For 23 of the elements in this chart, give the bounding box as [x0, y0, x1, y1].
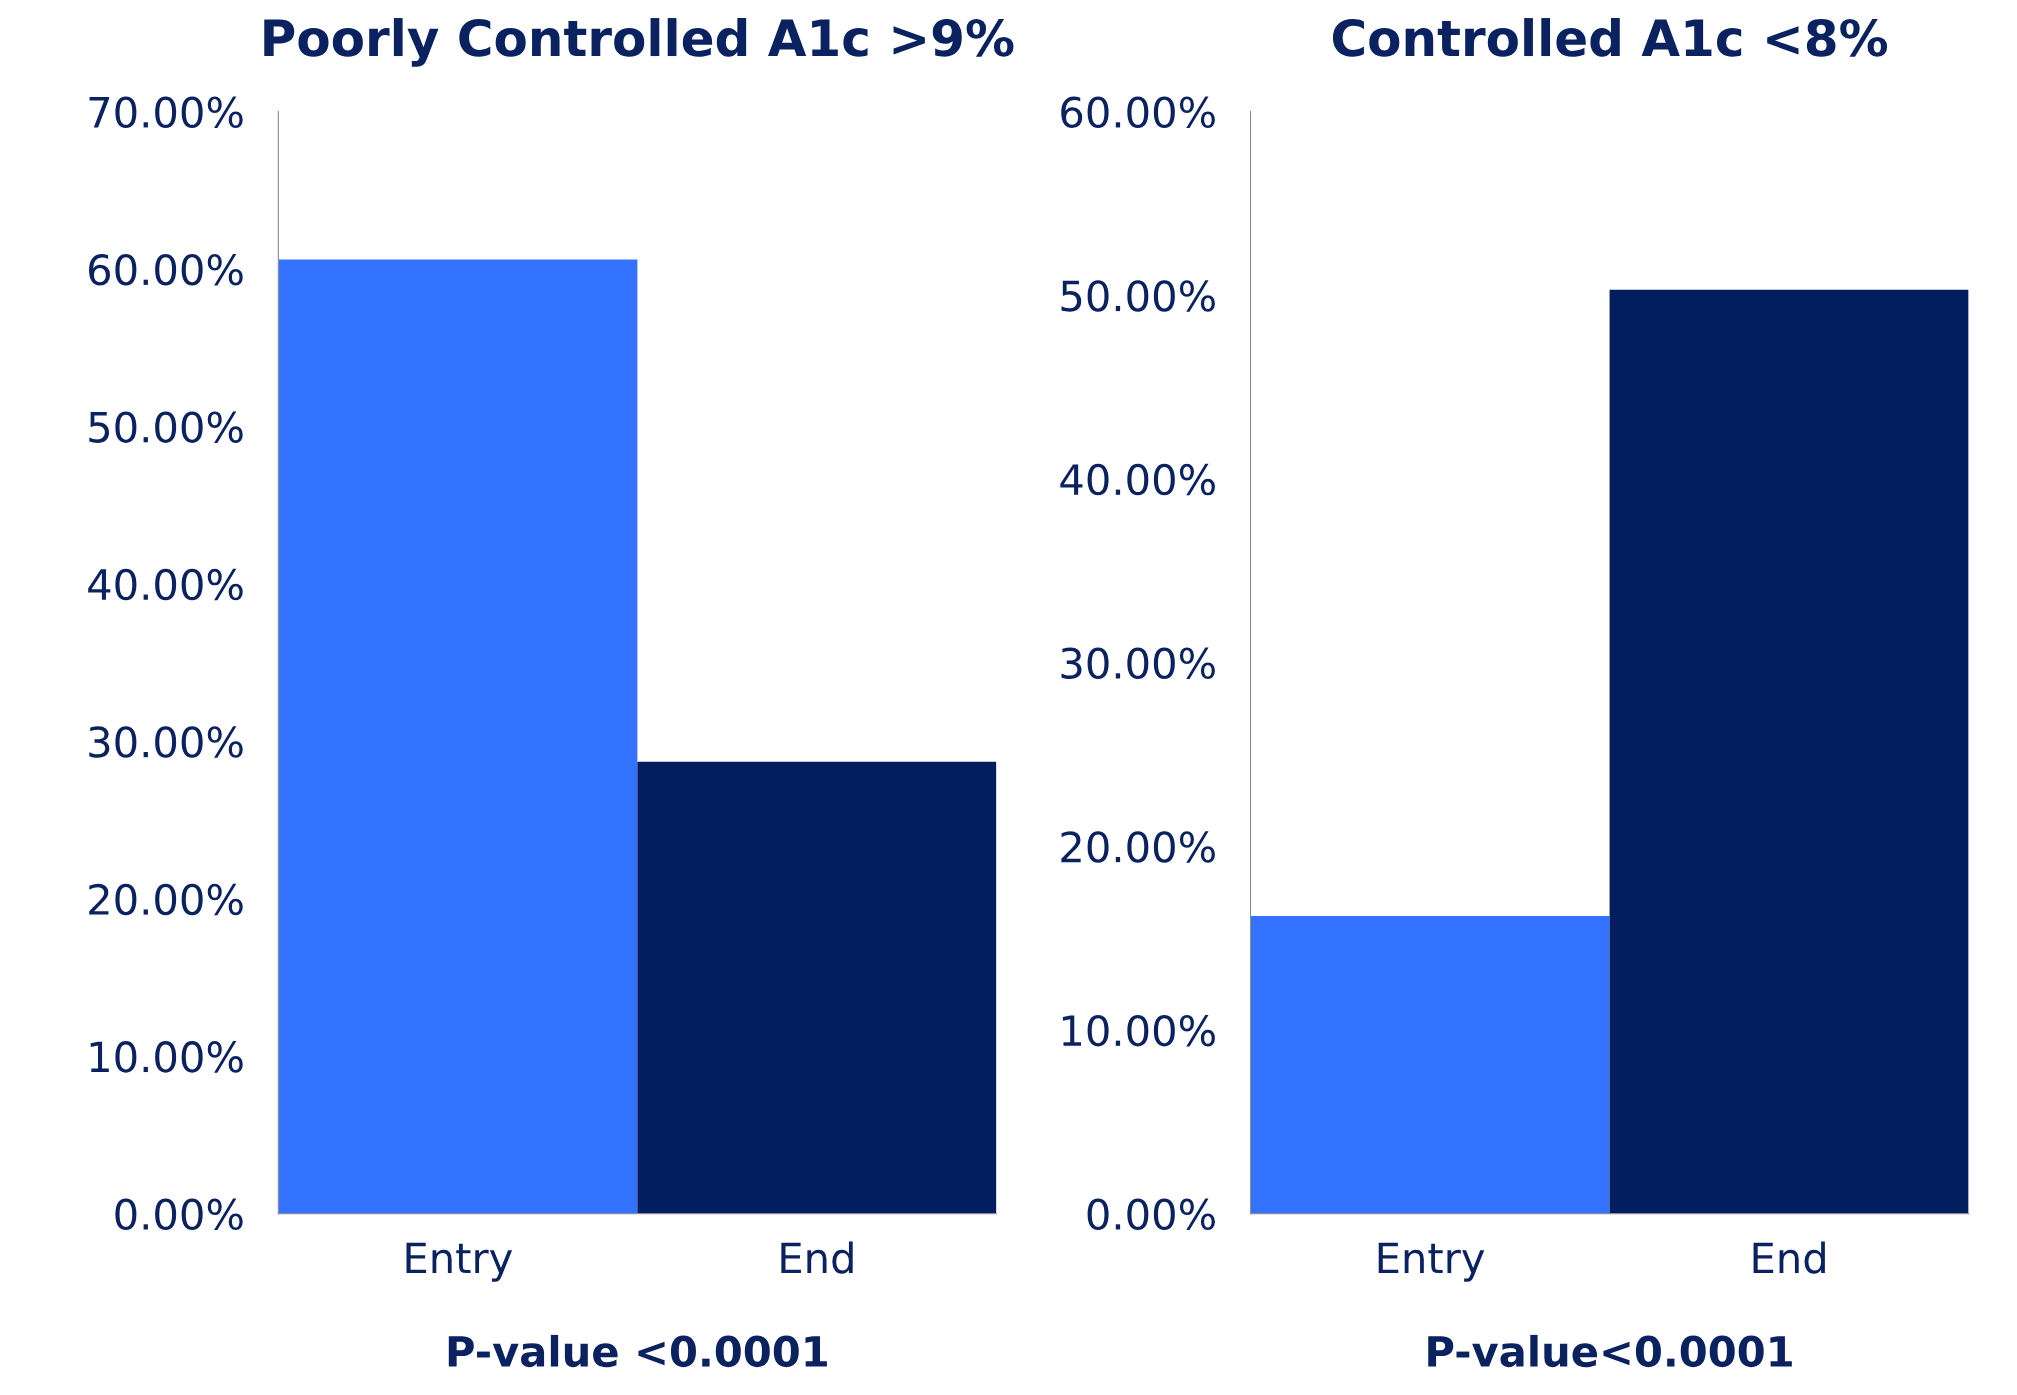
y-tick-label: 30.00% [89, 726, 243, 758]
text: P-value <0.0001 [448, 1334, 827, 1368]
y-tick-label: 0.00% [1087, 1198, 1215, 1231]
y-tick-label: 70.00% [89, 96, 243, 129]
y-tick-label: 50.00% [1061, 280, 1215, 312]
y-tick-label: 40.00% [1060, 463, 1215, 496]
x-tick-label: End [781, 1241, 853, 1274]
y-tick-label: 10.00% [1062, 1014, 1215, 1047]
y-tick-label: 50.00% [89, 411, 243, 443]
y-tick-label: 10.00% [90, 1041, 243, 1073]
y-tick-label: 40.00% [88, 568, 243, 601]
x-tick-label: Entry [406, 1242, 513, 1282]
text: P-value<0.0001 [1428, 1334, 1792, 1368]
chart-title: Poorly Controlled A1c >9% [264, 18, 1014, 67]
y-tick-label: 0.00% [115, 1198, 243, 1231]
y-tick-label: 60.00% [89, 253, 243, 286]
chart-title: Controlled A1c <8% [1332, 18, 1888, 57]
y-tick-label: 20.00% [89, 883, 243, 916]
x-tick-label: End [1753, 1241, 1825, 1274]
y-tick-label: 30.00% [1061, 647, 1215, 680]
y-tick-label: 20.00% [1061, 831, 1215, 863]
y-tick-label: 60.00% [1061, 96, 1215, 129]
x-tick-label: Entry [1378, 1242, 1485, 1282]
